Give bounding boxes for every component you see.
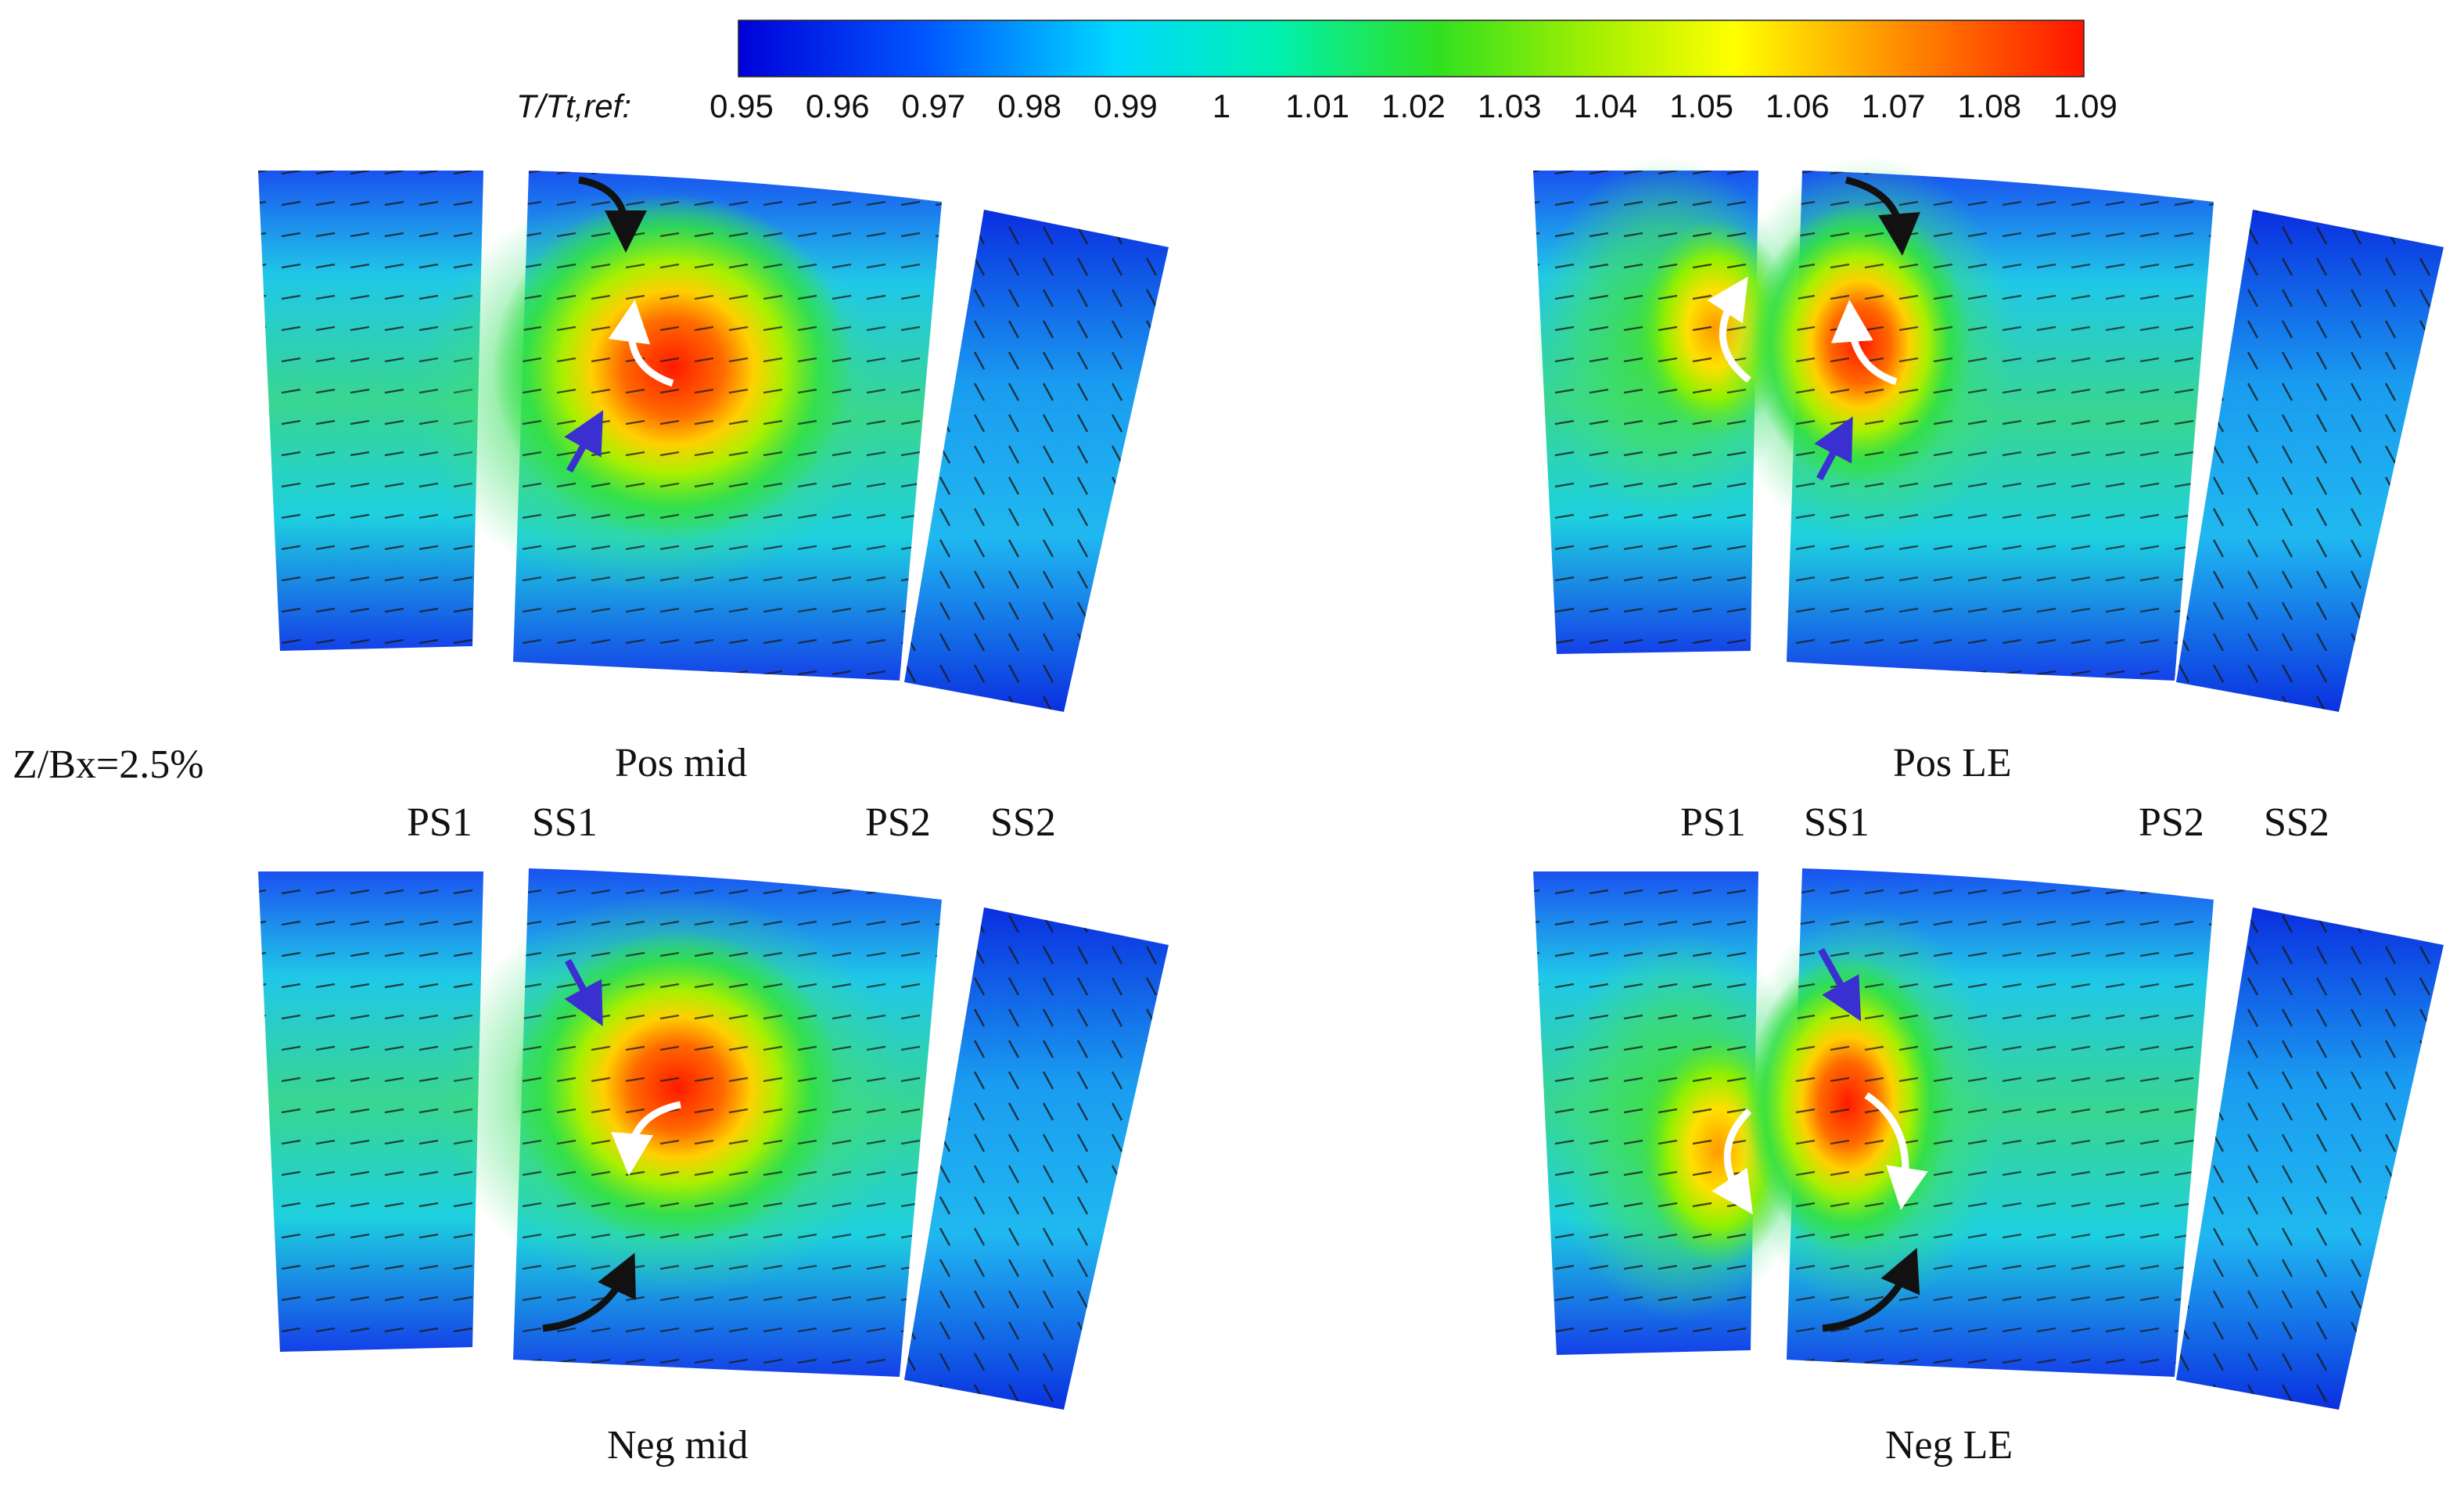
- colorbar-title: T/Tt,ref:: [516, 88, 631, 124]
- colorbar-tick-label: 0.99: [1093, 88, 1158, 124]
- colorbar-gradient: [738, 20, 2085, 77]
- colorbar-tick-label: 0.98: [997, 88, 1062, 124]
- caption-neg-mid: Neg mid: [607, 1423, 749, 1468]
- vortex-arrow: [1864, 1092, 1928, 1210]
- colorbar-tick-label: 1.04: [1573, 88, 1638, 124]
- location-label: Z/Bx=2.5%: [13, 742, 204, 787]
- passage-arrow: [1822, 1248, 1920, 1332]
- caption-neg-le: Neg LE: [1885, 1423, 2013, 1468]
- colorbar-tick-label: 1.09: [2053, 88, 2117, 124]
- passage-label-ss2: SS2: [990, 800, 1056, 845]
- passage-label-ps1: PS1: [407, 800, 472, 845]
- passage-label-ss1: SS1: [1804, 800, 1870, 845]
- passage-label-ps2: PS2: [2139, 800, 2204, 845]
- passage-arrow: [542, 1252, 636, 1332]
- passage-label-ss1: SS1: [532, 800, 598, 845]
- secondary-arrow: [1818, 947, 1862, 1022]
- vortex-arrow: [608, 300, 674, 387]
- passage-label-ps1: PS1: [1680, 800, 1746, 845]
- panel-pos-le: [1533, 156, 2444, 712]
- secondary-arrow: [1814, 416, 1853, 481]
- passage-arrow: [1844, 176, 1920, 256]
- passage-label-ss2: SS2: [2264, 800, 2329, 845]
- caption-pos-le: Pos LE: [1893, 741, 2012, 785]
- colorbar-tick-label: 0.96: [805, 88, 870, 124]
- colorbar-tick-label: 1.06: [1765, 88, 1830, 124]
- colorbar-tick-label: 1.01: [1285, 88, 1350, 124]
- colorbar-tick-label: 1.03: [1477, 88, 1542, 124]
- colorbar-tick-label: 1: [1212, 88, 1231, 124]
- colorbar-tick-label: 1.08: [1957, 88, 2022, 124]
- colorbar-tick-label: 0.95: [709, 88, 774, 124]
- colorbar-tick-label: 1.07: [1861, 88, 1926, 124]
- panel-neg-mid: [258, 868, 1169, 1410]
- panel-pos-mid: [258, 171, 1169, 712]
- passage-arrow: [578, 176, 647, 253]
- vortex-arrow: [1830, 300, 1898, 386]
- colorbar-tick-label: 1.05: [1669, 88, 1734, 124]
- colorbar-tick-label: 0.97: [901, 88, 966, 124]
- colorbar-tick-label: 1.02: [1381, 88, 1446, 124]
- vortex-arrow: [1712, 1108, 1753, 1215]
- passage-label-ps2: PS2: [865, 800, 931, 845]
- panel-neg-le: [1533, 868, 2444, 1410]
- secondary-arrow: [564, 958, 603, 1026]
- caption-pos-mid: Pos mid: [615, 741, 748, 785]
- vortex-arrow: [611, 1101, 681, 1176]
- vortex-arrow: [1707, 276, 1751, 383]
- secondary-arrow: [564, 410, 604, 473]
- colorbar: [738, 20, 2085, 77]
